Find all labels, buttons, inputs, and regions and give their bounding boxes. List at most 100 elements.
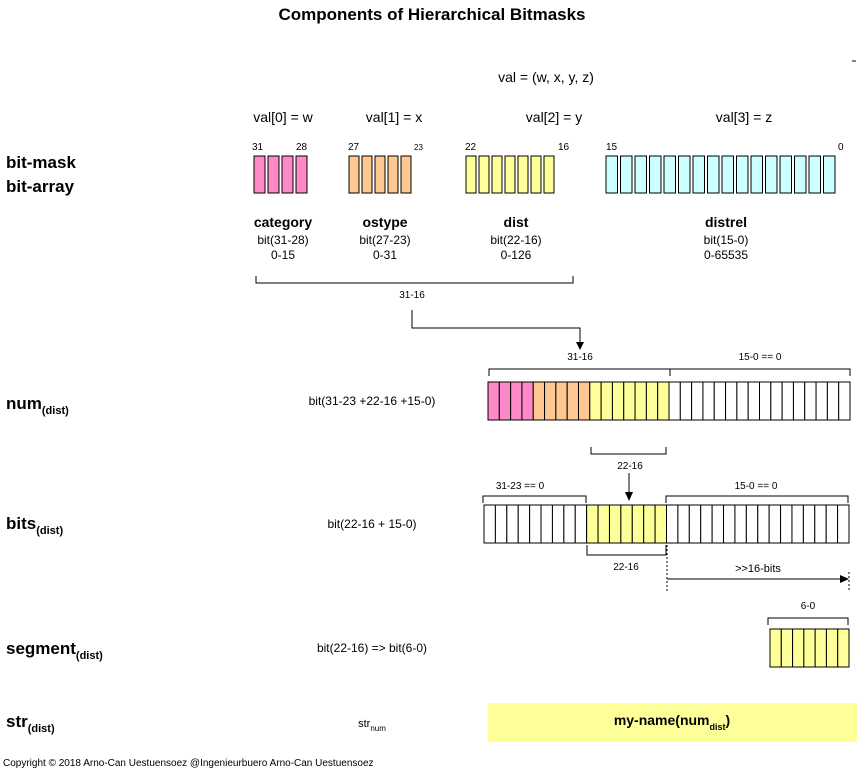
- bit-cell-category: [253, 155, 266, 194]
- bits-bit-cell: [483, 504, 496, 544]
- bits-bit-cell: [677, 504, 690, 544]
- num-bracket-low: [669, 368, 851, 376]
- bit-cell-distrel: [823, 155, 836, 194]
- bits-bit-cell: [711, 504, 725, 544]
- bit-cell-ostype: [361, 155, 373, 194]
- str-description: strnum: [358, 718, 386, 733]
- val-label-z: val[3] = z: [716, 109, 772, 125]
- num-bit-cell: [679, 381, 693, 421]
- bit-cell-distrel: [649, 155, 662, 194]
- bit-pos-22: 22: [465, 142, 477, 153]
- shift-label: >>16-bits: [735, 563, 781, 575]
- component-name-dist: dist: [504, 214, 529, 230]
- bits-bit-cell: [529, 504, 542, 544]
- bits-bit-cell: [780, 504, 793, 544]
- num-bit-cell: [838, 381, 851, 421]
- bit-cell-category: [295, 155, 308, 194]
- num-bit-cell: [815, 381, 828, 421]
- bit-cell-distrel: [808, 155, 821, 194]
- bit-cell-dist: [465, 155, 477, 194]
- bit-cell-dist: [530, 155, 542, 194]
- segment-bit-cell: [814, 628, 827, 668]
- bits-bracket-high-label: 31-23 == 0: [496, 481, 545, 492]
- bit-cell-distrel: [721, 155, 734, 194]
- diagram-title: Components of Hierarchical Bitmasks: [278, 5, 585, 24]
- bit-cell-distrel: [779, 155, 792, 194]
- bits-cells: [483, 504, 850, 544]
- num-description: bit(31-23 +22-16 +15-0): [309, 394, 436, 408]
- row-label-bitmask: bit-mask: [6, 153, 76, 172]
- bit-cell-dist: [543, 155, 555, 194]
- num-bit-cell: [770, 381, 783, 421]
- segment-bit-cell: [792, 628, 805, 668]
- bit-cell-distrel: [707, 155, 720, 194]
- num-bit-cell: [634, 381, 647, 421]
- num-bit-cell: [657, 381, 670, 421]
- str-box: [488, 703, 857, 742]
- bit-cell-category: [281, 155, 294, 194]
- segment-bracket: [767, 617, 849, 625]
- num-cells: [487, 381, 851, 421]
- bits-bit-cell: [802, 504, 816, 544]
- bits-dist-bracket: [586, 545, 667, 556]
- bits-bit-cell: [506, 504, 519, 544]
- num-bit-cell: [645, 381, 659, 421]
- bit-cell-distrel: [736, 155, 749, 194]
- row-label-num: num(dist): [6, 394, 69, 417]
- num-dist-bracket: [590, 447, 667, 455]
- component-bits-distrel: bit(15-0): [704, 233, 749, 247]
- arrow-to-num-head: [576, 342, 584, 350]
- bits-bit-cell: [597, 504, 610, 544]
- bits-bit-cell: [734, 504, 747, 544]
- bits-bit-cell: [574, 504, 588, 544]
- num-bracket-low-label: 15-0 == 0: [739, 352, 782, 363]
- segment-bit-cell: [837, 628, 850, 668]
- num-bit-cell: [804, 381, 817, 421]
- bracket-top-span-label: 31-16: [399, 290, 425, 301]
- segment-description: bit(22-16) => bit(6-0): [317, 641, 427, 655]
- bit-pos-15: 15: [606, 142, 618, 153]
- segment-bit-cell: [769, 628, 782, 668]
- num-bit-cell: [713, 381, 727, 421]
- bits-bit-cell: [745, 504, 759, 544]
- bit-cell-distrel: [605, 155, 618, 194]
- segment-bracket-label: 6-0: [801, 601, 816, 612]
- arrow-to-bits-head: [625, 492, 633, 501]
- bits-bit-cell: [620, 504, 633, 544]
- bit-pos-16: 16: [558, 142, 570, 153]
- component-range-dist: 0-126: [501, 248, 532, 262]
- bit-cell-distrel: [692, 155, 705, 194]
- bit-cell-distrel: [663, 155, 676, 194]
- num-bit-cell: [611, 381, 625, 421]
- bits-bit-cell: [586, 504, 599, 544]
- component-bits-category: bit(31-28): [257, 233, 308, 247]
- bit-cell-ostype: [387, 155, 399, 194]
- component-bits-dist: bit(22-16): [490, 233, 541, 247]
- val-label-x: val[1] = x: [366, 109, 422, 125]
- bit-cell-ostype: [374, 155, 386, 194]
- component-name-category: category: [254, 214, 313, 230]
- bits-bit-cell: [494, 504, 508, 544]
- bit-cell-distrel: [634, 155, 647, 194]
- bit-cell-distrel: [794, 155, 807, 194]
- bits-bit-cell: [631, 504, 645, 544]
- num-bit-cell: [826, 381, 840, 421]
- bit-pos-0: 0: [838, 142, 844, 153]
- bit-pos-31: 31: [252, 142, 264, 153]
- num-bit-cell: [521, 381, 534, 421]
- bit-cell-distrel: [620, 155, 633, 194]
- bits-bit-cell: [643, 504, 656, 544]
- bit-cell-dist: [517, 155, 529, 194]
- component-bits-ostype: bit(27-23): [359, 233, 410, 247]
- bit-cell-dist: [504, 155, 516, 194]
- bits-bit-cell: [768, 504, 782, 544]
- bits-bit-cell: [688, 504, 702, 544]
- num-bracket-high: [488, 368, 671, 376]
- copyright-notice: Copyright © 2018 Arno-Can Uestuensoez @I…: [3, 758, 374, 769]
- bits-description: bit(22-16 + 15-0): [327, 517, 416, 531]
- num-bit-cell: [702, 381, 715, 421]
- row-label-segment: segment(dist): [6, 639, 103, 662]
- segment-bit-cell: [803, 628, 816, 668]
- bit-cell-distrel: [765, 155, 778, 194]
- bits-bit-cell: [540, 504, 553, 544]
